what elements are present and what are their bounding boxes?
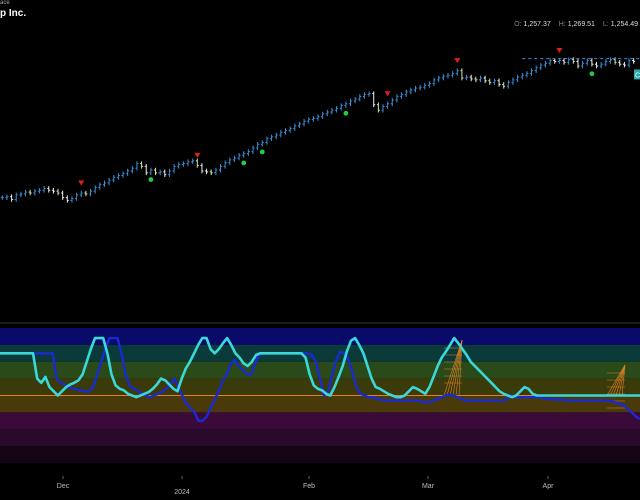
x-axis-tick-label: Apr	[543, 483, 555, 490]
buy-signal-marker	[343, 110, 349, 116]
fan-hatch-line	[455, 339, 463, 396]
fan-hatch-line	[615, 364, 626, 396]
sell-signal-marker	[384, 91, 391, 97]
x-axis-tick-label: 2024	[174, 489, 190, 496]
fan-hatch-line	[452, 339, 463, 396]
oscillator-band	[0, 446, 640, 463]
last-price-tag	[634, 69, 640, 80]
low-value: 1,254.49	[610, 21, 638, 28]
sell-signal-marker	[556, 48, 563, 53]
symbol-title: p Inc.	[0, 8, 27, 19]
buy-signal-marker	[259, 149, 265, 155]
fan-hatch-line	[446, 339, 463, 396]
oscillator-band	[0, 378, 640, 396]
last-price-tag-label: C	[635, 72, 640, 79]
oscillator-slow-line	[0, 336, 640, 422]
oscillator-band	[0, 328, 640, 345]
sell-signal-marker	[78, 180, 85, 186]
ohl-readout: O: 1,257.37 H: 1,269.51 L: 1,254.49	[508, 21, 638, 28]
buy-signal-marker	[148, 177, 154, 182]
exchange-label: ace	[0, 0, 10, 6]
oscillator-band	[0, 412, 640, 430]
buy-signal-marker	[241, 160, 247, 166]
fan-hatch-line	[449, 339, 463, 396]
oscillator-band	[0, 344, 640, 362]
oscillator-band	[0, 361, 640, 379]
x-axis-tick-label: Mar	[422, 483, 435, 490]
x-axis-tick-label: Dec	[57, 483, 70, 490]
oscillator-band	[0, 429, 640, 447]
high-key: H:	[558, 21, 566, 28]
fan-hatch-line	[621, 364, 626, 396]
sell-signal-marker	[194, 152, 201, 158]
open-key: O:	[514, 21, 522, 28]
low-key: L:	[602, 21, 609, 28]
open-value: 1,257.37	[523, 21, 551, 28]
fan-hatch-line	[618, 364, 626, 396]
sell-signal-marker	[454, 58, 461, 64]
fan-hatch-line	[612, 364, 626, 396]
x-axis-tick-label: Feb	[303, 483, 315, 490]
high-value: 1,269.51	[567, 21, 595, 28]
oscillator-fast-line	[0, 336, 640, 399]
fan-hatch-line	[443, 339, 463, 396]
buy-signal-marker	[589, 71, 595, 77]
